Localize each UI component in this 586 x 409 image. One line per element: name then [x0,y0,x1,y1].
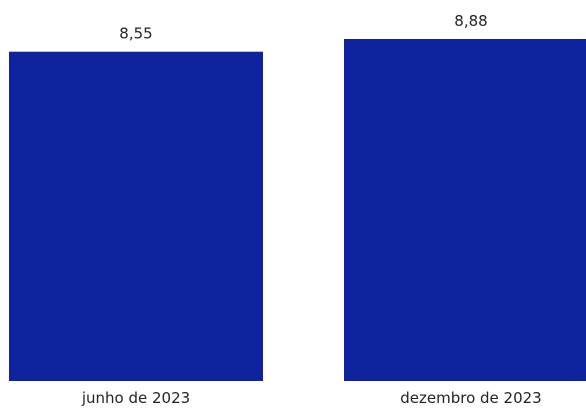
bar-1[interactable] [9,51,263,381]
data-label-1: 8,55 [119,25,152,43]
data-labels-group: 8,55 8,88 [119,12,487,43]
bars-group [9,39,586,381]
category-labels-group: junho de 2023 dezembro de 2023 [81,389,542,407]
category-label-1: junho de 2023 [81,389,190,407]
category-label-2: dezembro de 2023 [400,389,541,407]
bar-2[interactable] [344,39,586,381]
data-label-2: 8,88 [454,12,487,30]
